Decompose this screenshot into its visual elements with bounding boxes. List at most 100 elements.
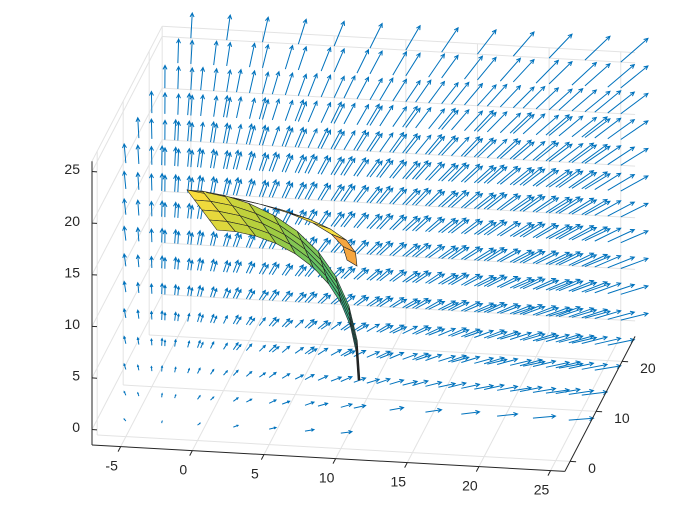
quiver-arrow — [369, 160, 383, 178]
quiver-arrow — [340, 429, 354, 435]
quiver-arrow — [356, 324, 370, 332]
quiver-arrow — [245, 260, 253, 274]
quiver-arrow — [477, 111, 497, 132]
quiver-arrow — [392, 78, 408, 102]
quiver-arrow — [441, 192, 459, 208]
quiver-arrow — [448, 300, 467, 311]
quiver-arrow — [415, 161, 432, 180]
quiver-arrow — [246, 398, 253, 403]
quiver-arrow — [620, 311, 650, 321]
grid-line — [149, 334, 623, 362]
quiver-arrow — [379, 269, 394, 282]
quiver-arrow — [402, 133, 418, 154]
quiver-arrow — [555, 251, 581, 265]
quiver-arrow — [149, 255, 154, 268]
quiver-arrow — [366, 323, 381, 332]
quiver-arrow — [483, 302, 505, 313]
quiver-arrow — [369, 132, 383, 152]
quiver-arrow — [376, 377, 392, 384]
x-tick — [404, 462, 408, 468]
quiver-arrow — [571, 254, 598, 267]
quiver-arrow — [558, 307, 584, 317]
quiver-arrow — [500, 250, 522, 263]
quiver-arrow — [441, 274, 460, 285]
quiver-arrow — [519, 385, 543, 393]
quiver-arrow — [176, 313, 180, 322]
quiver-arrow — [522, 195, 546, 212]
quiver-arrow — [461, 246, 481, 260]
quiver-arrow — [369, 187, 383, 204]
quiver-arrow — [162, 64, 168, 89]
quiver-arrow — [447, 244, 467, 259]
quiver-arrow — [173, 256, 178, 270]
quiver-arrow — [376, 350, 391, 359]
quiver-arrow — [340, 265, 353, 279]
quiver-arrow — [317, 209, 329, 226]
quiver-arrow — [223, 122, 230, 144]
quiver-arrow — [320, 74, 332, 98]
quiver-arrow — [532, 305, 557, 316]
quiver-arrow — [249, 69, 257, 94]
quiver-arrow — [392, 105, 408, 128]
quiver-arrow — [343, 129, 356, 150]
quiver-arrow — [197, 312, 202, 323]
quiver-arrow — [558, 361, 584, 369]
quiver-arrow — [402, 243, 419, 257]
quiver-arrow — [545, 360, 571, 368]
quiver-arrow — [186, 92, 192, 116]
quiver-arrow — [173, 146, 178, 166]
quiver-arrow — [402, 215, 419, 231]
quiver-arrow — [366, 130, 380, 152]
quiver-arrow — [379, 242, 394, 256]
quiver-arrow — [262, 16, 270, 43]
quiver-arrow — [532, 332, 557, 342]
quiver-arrow — [499, 167, 522, 185]
quiver-arrow — [284, 264, 294, 276]
quiver-arrow — [281, 180, 291, 198]
quiver-arrow — [271, 290, 280, 301]
quiver-arrow — [412, 215, 429, 232]
quiver-arrow — [483, 247, 505, 261]
quiver-arrow — [620, 284, 650, 295]
quiver-arrow — [461, 409, 481, 415]
quiver-arrow — [379, 325, 394, 333]
quiver-arrow — [317, 182, 329, 200]
quiver-arrow — [487, 276, 508, 288]
quiver-arrow — [568, 361, 595, 370]
quiver-arrow — [535, 279, 560, 290]
quiver-arrow — [581, 143, 608, 164]
quiver-arrow — [297, 18, 308, 45]
quiver-arrow — [123, 335, 127, 344]
quiver-arrow — [483, 164, 505, 184]
quiver-arrow — [428, 108, 446, 130]
x-tick — [260, 454, 265, 460]
quiver-arrow — [415, 79, 432, 103]
quiver-arrow — [340, 155, 353, 176]
quiver-arrow — [405, 189, 421, 206]
quiver-arrow — [197, 174, 202, 193]
quiver-arrow — [304, 428, 316, 432]
quiver-arrow — [281, 207, 291, 224]
quiver-arrow — [545, 306, 571, 317]
quiver-arrow — [135, 144, 141, 164]
quiver-arrow — [461, 328, 481, 338]
quiver-arrow — [232, 231, 240, 247]
quiver-arrow — [136, 281, 141, 293]
quiver-arrow — [284, 99, 294, 121]
quiver-arrow — [226, 261, 232, 273]
quiver-arrow — [189, 149, 195, 168]
quiver-arrow — [366, 158, 380, 178]
quiver-arrow — [149, 90, 154, 114]
quiver-arrow — [509, 331, 533, 340]
quiver-arrow — [558, 280, 584, 292]
quiver-arrow — [620, 37, 649, 63]
quiver-arrow — [584, 63, 611, 87]
quiver-arrow — [353, 157, 367, 177]
quiver-arrow — [545, 141, 570, 162]
quiver-arrow — [568, 307, 595, 318]
quiver-arrow — [200, 313, 204, 323]
quiver-arrow — [581, 171, 609, 190]
quiver-arrow — [343, 74, 356, 99]
quiver-arrow — [236, 261, 242, 273]
quiver-arrow — [232, 369, 239, 376]
